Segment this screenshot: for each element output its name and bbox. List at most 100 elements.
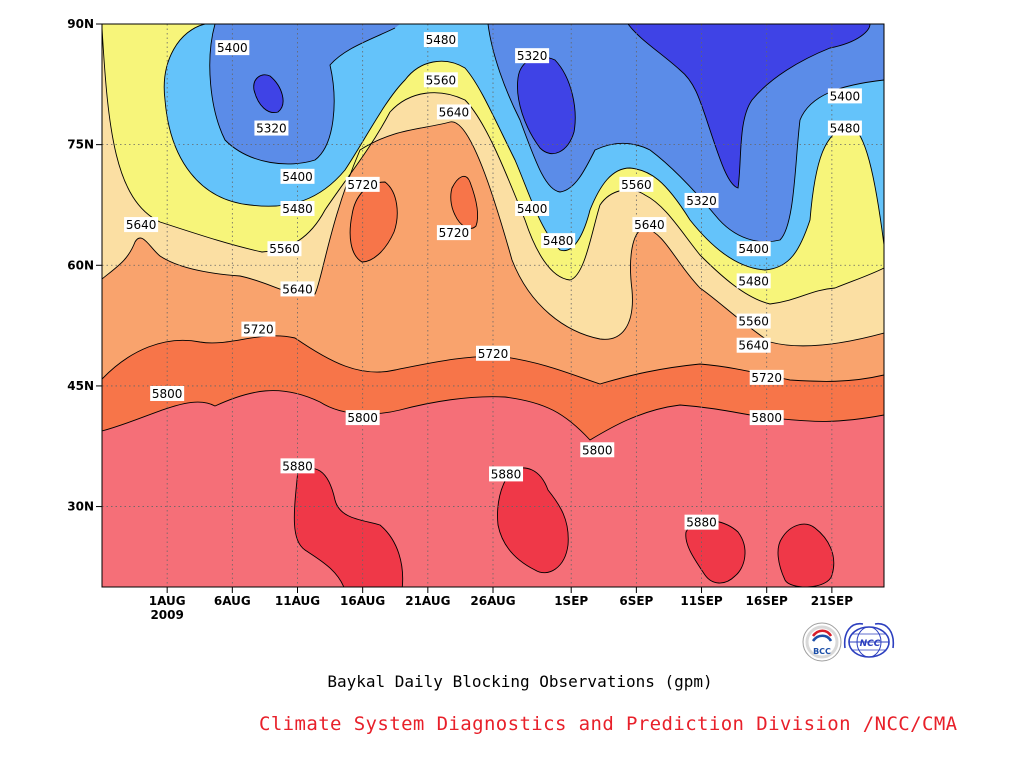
contour-label-text: 5480	[426, 33, 457, 47]
contour-label: 5640	[280, 281, 315, 297]
contour-label-text: 5640	[439, 105, 470, 119]
contour-5400-a	[209, 24, 396, 165]
contour-fill	[102, 24, 884, 587]
contour-5880-c	[685, 519, 746, 584]
x-tick-label: 21SEP	[811, 594, 854, 608]
contour-label-text: 5800	[751, 411, 782, 425]
contour-label-text: 5880	[282, 459, 313, 473]
ncc-logo-text: NCC	[860, 639, 881, 649]
contour-label-text: 5400	[517, 202, 548, 216]
band-lt-5320-a	[253, 74, 284, 113]
axis-labels: 1AUG 6AUG 11AUG 16AUG 21AUG 26AUG 1SEP 6SEP 11SE…	[67, 17, 853, 622]
ncc-logo: NCC	[843, 623, 895, 660]
x-tick-label: 21AUG	[405, 594, 450, 608]
contour-label: 5560	[267, 241, 302, 257]
contour-label-text: 5560	[269, 242, 300, 256]
contour-label: 5320	[515, 48, 550, 64]
y-tick-label: 60N	[67, 258, 94, 272]
contour-label: 5640	[124, 217, 159, 233]
contour-label-text: 5400	[282, 170, 313, 184]
contour-label: 5720	[345, 176, 380, 192]
contour-label: 5320	[684, 192, 719, 208]
y-tick-label: 90N	[67, 17, 94, 31]
contour-label-text: 5720	[243, 323, 274, 337]
contour-label-text: 5480	[282, 202, 313, 216]
x-tick-label: 16SEP	[746, 594, 789, 608]
contour-label: 5560	[619, 176, 654, 192]
x-tick-label: 11SEP	[680, 594, 723, 608]
contour-label-text: 5640	[282, 282, 313, 296]
contour-label: 5480	[736, 273, 771, 289]
contour-label: 5560	[423, 72, 458, 88]
contour-label: 5800	[150, 385, 185, 401]
contour-label: 5480	[280, 200, 315, 216]
core-gt-5880-b	[497, 467, 569, 573]
contour-label: 5640	[736, 337, 771, 353]
band-5320-5400-b	[488, 24, 884, 242]
x-tick-label: 6AUG	[214, 594, 251, 608]
contour-label-text: 5320	[517, 49, 548, 63]
contour-label-text: 5640	[634, 218, 665, 232]
contour-5720-high-b	[450, 175, 479, 229]
core-gt-5880-d	[778, 524, 834, 587]
contour-label-text: 5800	[347, 411, 378, 425]
contour-label: 5800	[345, 410, 380, 426]
core-gt-5880-c	[685, 520, 746, 584]
contour-label: 5400	[515, 200, 550, 216]
x-tick-label: 1SEP	[554, 594, 588, 608]
y-tick-label: 75N	[67, 138, 94, 152]
contour-5880-d	[777, 523, 835, 587]
core-gt-5880-a	[294, 468, 403, 587]
contour-label: 5640	[632, 217, 667, 233]
contour-label-text: 5800	[152, 387, 183, 401]
contour-label: 5400	[280, 168, 315, 184]
contour-5880-b	[497, 467, 569, 574]
x-tick-label: 1AUG	[149, 594, 186, 608]
y-tick-label: 45N	[67, 379, 94, 393]
contour-label-text: 5720	[439, 226, 470, 240]
contour-label-text: 5560	[621, 178, 652, 192]
contour-label: 5320	[254, 120, 289, 136]
contour-5480	[163, 24, 884, 271]
contour-label: 5720	[476, 345, 510, 361]
axis-ticks	[96, 23, 833, 593]
x-tick-label: 26AUG	[470, 594, 515, 608]
core-gt-5720-a	[350, 182, 398, 262]
y-tick-label: 30N	[67, 500, 94, 514]
contour-label-text: 5560	[738, 315, 769, 329]
x-tick-label: 11AUG	[275, 594, 320, 608]
contour-label-text: 5640	[738, 339, 769, 353]
contour-label: 5400	[215, 40, 250, 56]
contour-label: 5880	[684, 514, 719, 530]
bcc-logo: BCC	[802, 622, 842, 662]
contour-label: 5400	[736, 241, 771, 257]
contour-label: 5480	[541, 233, 576, 249]
contour-label-text: 5320	[256, 122, 287, 136]
contour-label-text: 5640	[126, 218, 157, 232]
contour-label: 5880	[489, 466, 524, 482]
contour-label-text: 5560	[426, 73, 457, 87]
core-gt-5720-b	[450, 176, 478, 229]
x-tick-label: 6SEP	[619, 594, 653, 608]
contour-label: 5640	[436, 104, 471, 120]
contour-label-text: 5400	[830, 89, 861, 103]
contour-5640	[102, 121, 884, 347]
contour-label: 5800	[749, 410, 784, 426]
chart-caption: Baykal Daily Blocking Observations (gpm)	[327, 672, 713, 691]
grid	[102, 24, 884, 587]
contour-label-text: 5800	[582, 443, 613, 457]
contour-label-text: 5720	[478, 347, 509, 361]
contour-5320-a	[253, 74, 284, 114]
contour-label-text: 5480	[830, 122, 861, 136]
credit-line: Climate System Diagnostics and Predictio…	[259, 713, 958, 735]
contour-label: 5480	[423, 32, 458, 48]
contour-label-text: 5480	[543, 234, 574, 248]
contour-5320-c	[627, 24, 871, 189]
contour-label: 5480	[827, 120, 862, 136]
band-lt-5320-c	[628, 24, 870, 188]
contour-label-text: 5880	[686, 516, 717, 530]
contour-label: 5720	[436, 225, 471, 241]
x-year-label: 2009	[150, 608, 183, 622]
